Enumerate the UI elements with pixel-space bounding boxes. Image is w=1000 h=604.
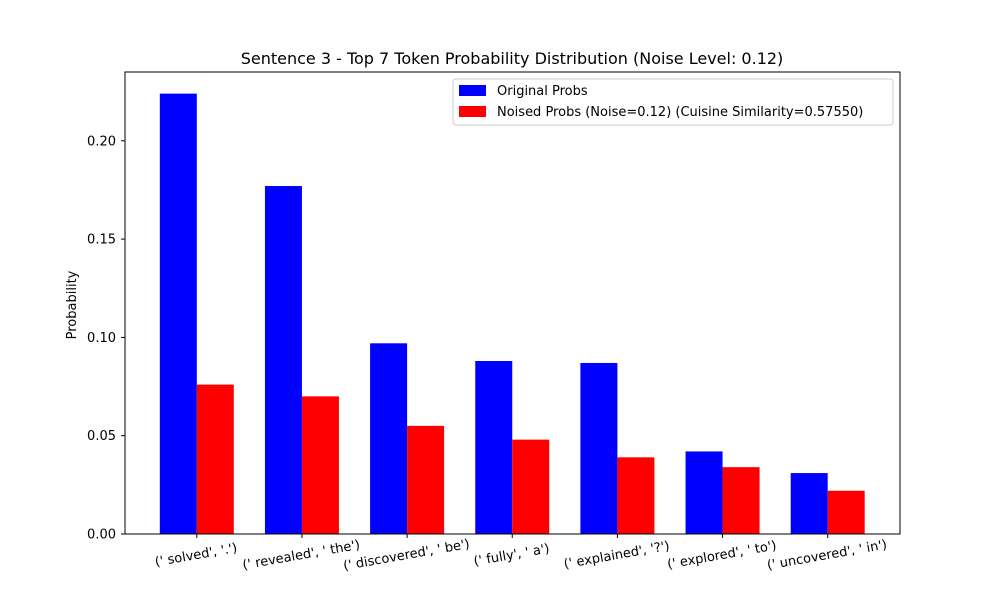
bar-noised-7 [828,491,865,534]
y-axis-label: Probability [65,270,80,339]
bar-original-2 [265,186,302,534]
legend-swatch-noised [459,106,486,117]
bar-original-6 [686,451,723,534]
bar-noised-5 [617,457,654,534]
bar-original-1 [160,94,197,534]
bar-noised-6 [723,467,760,534]
y-tick-label: 0.05 [87,429,116,444]
bar-noised-4 [512,440,549,534]
y-tick-label: 0.00 [87,528,116,543]
bar-original-7 [791,473,828,534]
y-tick-label: 0.10 [87,331,116,346]
bar-noised-2 [302,396,339,534]
legend-label-original: Original Probs [497,84,588,99]
legend: Original Probs Noised Probs (Noise=0.12)… [453,79,893,125]
y-tick-label: 0.15 [87,233,116,248]
legend-label-noised: Noised Probs (Noise=0.12) (Cuisine Simil… [497,105,863,120]
bar-original-3 [370,343,407,534]
bar-original-4 [475,361,512,534]
bar-noised-1 [197,385,234,534]
bar-original-5 [580,363,617,534]
legend-swatch-original [459,85,486,96]
chart-title: Sentence 3 - Top 7 Token Probability Dis… [241,49,784,68]
y-tick-label: 0.20 [87,134,116,149]
bar-noised-3 [407,426,444,534]
